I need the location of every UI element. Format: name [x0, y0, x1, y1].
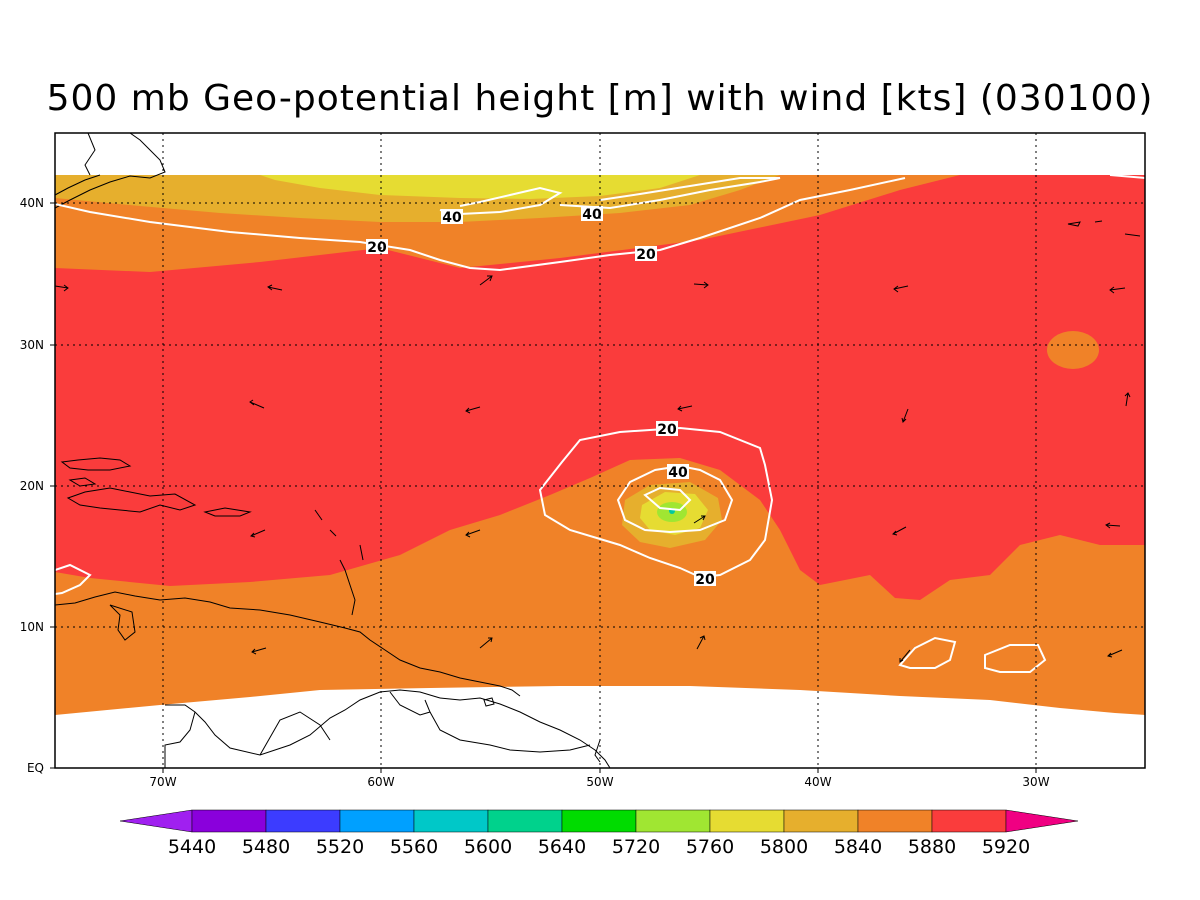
lon-label: 40W — [804, 775, 831, 789]
height-band-5880 — [55, 175, 1145, 600]
wind-vectors — [54, 275, 1131, 663]
colorbar-label: 5560 — [390, 836, 438, 858]
contour-label: 20 — [656, 421, 678, 438]
graticule — [55, 133, 1145, 768]
svg-text:40: 40 — [668, 465, 688, 481]
lat-label: 30N — [20, 338, 44, 352]
colorbar-swatch — [487, 809, 563, 833]
map-title: 500 mb Geo-potential height [m] with win… — [46, 78, 1154, 119]
lat-label: EQ — [27, 761, 44, 775]
colorbar-swatch — [561, 809, 637, 833]
contour-label: 20 — [694, 571, 716, 588]
coastlines — [55, 133, 1141, 768]
colorbar-swatch — [265, 809, 341, 833]
height-cell-5840 — [1047, 331, 1099, 369]
colorbar-label: 5720 — [612, 836, 660, 858]
svg-text:20: 20 — [636, 247, 656, 263]
colorbar-arrow-low — [119, 809, 193, 833]
colorbar-swatch — [413, 809, 489, 833]
colorbar-swatch — [783, 809, 859, 833]
contour-label: 40 — [581, 206, 603, 223]
lon-label: 60W — [367, 775, 394, 789]
contour-label: 20 — [366, 239, 388, 256]
lon-label: 30W — [1022, 775, 1049, 789]
contour-label: 40 — [441, 209, 463, 226]
colorbar-label: 5600 — [464, 836, 512, 858]
contour-labels: 20 20 20 20 40 40 40 — [366, 206, 716, 588]
lon-label: 70W — [149, 775, 176, 789]
lat-label: 40N — [20, 196, 44, 210]
svg-text:20: 20 — [367, 240, 387, 256]
longitude-labels: 70W 60W 50W 40W 30W — [149, 775, 1049, 789]
lat-label: 20N — [20, 479, 44, 493]
colorbar-label: 5520 — [316, 836, 364, 858]
colorbar-swatch — [635, 809, 711, 833]
colorbar-swatch — [339, 809, 415, 833]
colorbar-label: 5880 — [908, 836, 956, 858]
colorbar: 5440 5480 5520 5560 5600 5640 5720 5760 5800 5840… — [119, 809, 1079, 858]
contour-label: 20 — [635, 246, 657, 263]
colorbar-label: 5640 — [538, 836, 586, 858]
height-band-5760 — [260, 175, 700, 199]
colorbar-swatch — [709, 809, 785, 833]
colorbar-label: 5920 — [982, 836, 1030, 858]
contour-label: 40 — [667, 464, 689, 481]
svg-text:20: 20 — [657, 422, 677, 438]
lat-label: 10N — [20, 620, 44, 634]
svg-text:40: 40 — [442, 210, 462, 226]
svg-text:20: 20 — [695, 572, 715, 588]
latitude-labels: EQ 10N 20N 30N 40N — [20, 196, 44, 775]
svg-text:40: 40 — [582, 207, 602, 223]
colorbar-arrow-high — [1005, 809, 1079, 833]
colorbar-label: 5760 — [686, 836, 734, 858]
colorbar-label: 5840 — [834, 836, 882, 858]
tick-marks — [50, 202, 1037, 773]
lon-label: 50W — [586, 775, 613, 789]
colorbar-swatch — [931, 809, 1007, 833]
colorbar-label: 5480 — [242, 836, 290, 858]
colorbar-swatch — [857, 809, 933, 833]
colorbar-swatch — [191, 809, 267, 833]
colorbar-label: 5800 — [760, 836, 808, 858]
colorbar-label: 5440 — [168, 836, 216, 858]
